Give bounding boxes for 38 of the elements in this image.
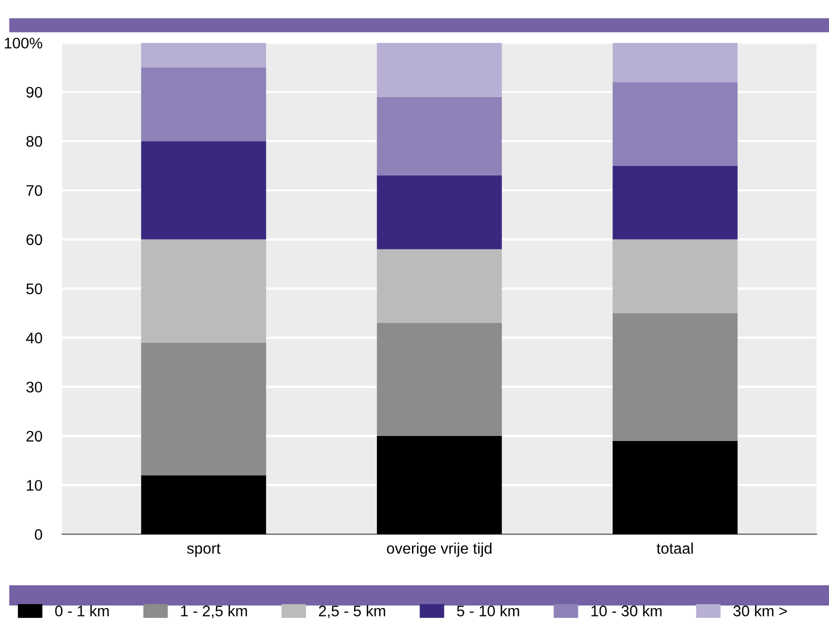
bar (376, 322, 502, 436)
y-tick-label: 70 (26, 185, 42, 196)
bar (612, 166, 738, 240)
bar (612, 82, 738, 166)
bar (612, 313, 738, 441)
legend-label: 1 - 2,5 km (181, 605, 247, 618)
legend-label: 30 km > (733, 605, 787, 616)
bar (376, 96, 502, 176)
bar (376, 249, 502, 323)
y-tick-label: 60 (26, 234, 42, 246)
y-tick-label: 80 (26, 136, 42, 147)
bar (612, 440, 738, 534)
bar (376, 42, 502, 97)
bar (612, 42, 738, 82)
y-tick-label: 100% (4, 38, 42, 49)
y-tick-label: 40 (26, 332, 42, 344)
x-tick-label: overige vrije tijd (386, 542, 492, 557)
x-tick-label: sport (187, 544, 220, 557)
y-tick-label: 0 (34, 529, 42, 540)
legend-label: 10 - 30 km (592, 605, 662, 616)
bar (141, 141, 266, 240)
y-tick-label: 50 (26, 283, 42, 294)
legend-label: 0 - 1 km (55, 605, 109, 616)
bar (141, 239, 266, 343)
bar (376, 176, 502, 250)
bar (141, 67, 266, 142)
x-tick-label: totaal (656, 542, 693, 554)
bar (612, 239, 738, 314)
legend-label: 5 - 10 km (457, 605, 520, 616)
bar (141, 475, 266, 534)
y-tick-label: 10 (26, 480, 42, 491)
bar (376, 436, 502, 534)
y-tick-label: 20 (26, 430, 42, 442)
y-tick-label: 30 (26, 382, 42, 393)
bar (141, 342, 266, 476)
y-tick-label: 90 (26, 86, 42, 98)
bar (141, 42, 266, 68)
legend-label: 2,5 - 5 km (318, 605, 386, 618)
